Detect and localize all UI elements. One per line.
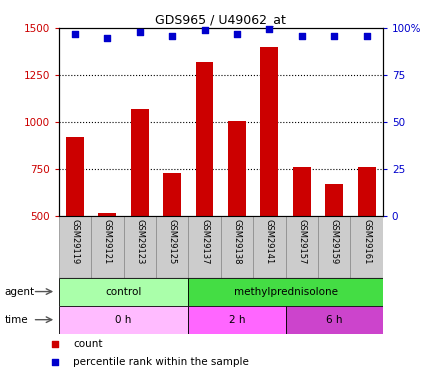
Point <box>265 26 272 32</box>
Text: control: control <box>105 286 141 297</box>
Text: GSM29125: GSM29125 <box>167 219 176 264</box>
Point <box>233 31 240 37</box>
Point <box>136 29 143 35</box>
Bar <box>59 306 188 334</box>
Bar <box>163 172 181 216</box>
Text: count: count <box>73 339 102 349</box>
Bar <box>188 278 382 306</box>
Bar <box>123 216 155 278</box>
Point <box>71 31 78 37</box>
Text: GSM29161: GSM29161 <box>361 219 370 264</box>
Bar <box>227 121 245 216</box>
Bar <box>285 306 382 334</box>
Bar <box>131 109 148 216</box>
Bar <box>220 216 253 278</box>
Point <box>330 33 337 39</box>
Text: time: time <box>4 315 28 325</box>
Bar <box>98 213 116 216</box>
Point <box>104 34 111 40</box>
Bar <box>350 216 382 278</box>
Point <box>168 33 175 39</box>
Bar <box>188 306 285 334</box>
Bar <box>156 216 188 278</box>
Text: GSM29137: GSM29137 <box>200 219 209 264</box>
Bar <box>188 216 220 278</box>
Text: 0 h: 0 h <box>115 315 132 325</box>
Point <box>201 27 207 33</box>
Text: GSM29119: GSM29119 <box>70 219 79 264</box>
Bar <box>59 278 188 306</box>
Text: methylprednisolone: methylprednisolone <box>233 286 337 297</box>
Point <box>362 33 369 39</box>
Point <box>325 264 332 270</box>
Text: GSM29157: GSM29157 <box>296 219 306 264</box>
Text: GSM29138: GSM29138 <box>232 219 241 264</box>
Point <box>325 104 332 110</box>
Bar <box>195 62 213 216</box>
Bar <box>292 167 310 216</box>
Text: GSM29123: GSM29123 <box>135 219 144 264</box>
Text: agent: agent <box>4 286 34 297</box>
Text: 2 h: 2 h <box>228 315 245 325</box>
Bar <box>285 216 317 278</box>
Bar <box>66 137 84 216</box>
Text: GSM29141: GSM29141 <box>264 219 273 264</box>
Point <box>298 33 305 39</box>
Text: 6 h: 6 h <box>325 315 342 325</box>
Bar <box>260 47 278 216</box>
Bar <box>59 216 91 278</box>
Bar <box>253 216 285 278</box>
Text: percentile rank within the sample: percentile rank within the sample <box>73 357 248 367</box>
Bar <box>317 216 350 278</box>
Title: GDS965 / U49062_at: GDS965 / U49062_at <box>155 13 286 26</box>
Bar <box>91 216 123 278</box>
Text: GSM29121: GSM29121 <box>102 219 112 264</box>
Bar <box>357 167 375 216</box>
Text: GSM29159: GSM29159 <box>329 219 338 264</box>
Bar <box>325 184 342 216</box>
